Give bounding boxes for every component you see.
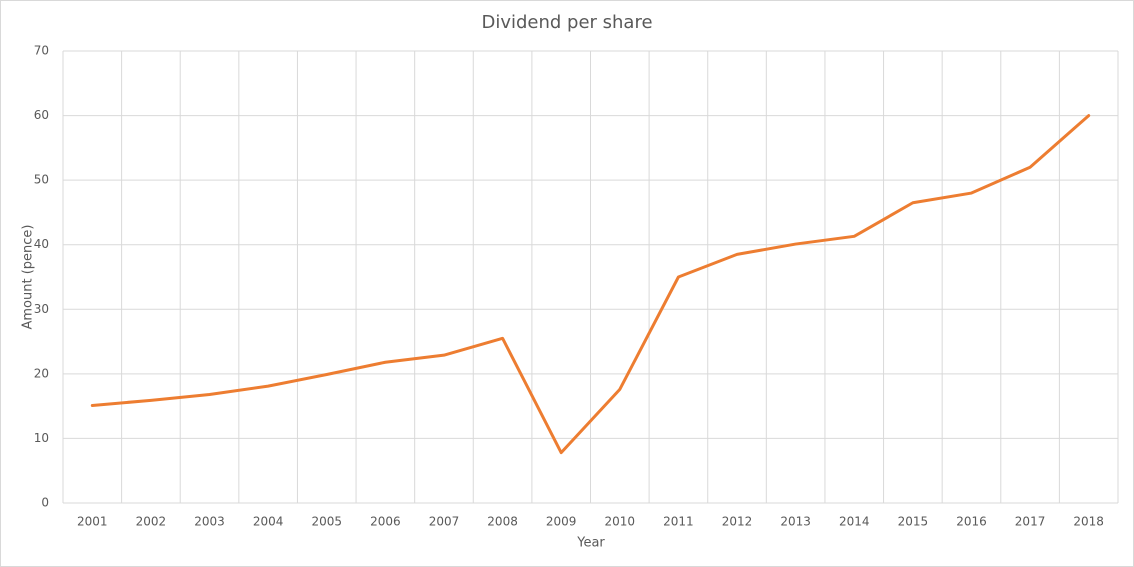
x-tick-label: 2005 bbox=[311, 515, 342, 529]
y-tick-label: 40 bbox=[34, 237, 49, 251]
x-tick-label: 2008 bbox=[487, 515, 518, 529]
x-tick-label: 2013 bbox=[780, 515, 811, 529]
x-tick-label: 2010 bbox=[605, 515, 636, 529]
y-tick-label: 60 bbox=[34, 108, 49, 122]
x-tick-label: 2018 bbox=[1073, 515, 1104, 529]
x-tick-label: 2002 bbox=[136, 515, 167, 529]
y-tick-label: 20 bbox=[34, 366, 49, 380]
x-tick-label: 2004 bbox=[253, 515, 284, 529]
x-tick-label: 2015 bbox=[898, 515, 929, 529]
x-tick-label: 2007 bbox=[429, 515, 460, 529]
x-tick-label: 2012 bbox=[722, 515, 753, 529]
x-tick-label: 2003 bbox=[194, 515, 225, 529]
x-tick-label: 2014 bbox=[839, 515, 870, 529]
y-tick-label: 70 bbox=[34, 44, 49, 58]
x-tick-label: 2017 bbox=[1015, 515, 1046, 529]
x-tick-label: 2006 bbox=[370, 515, 401, 529]
y-tick-label: 50 bbox=[34, 173, 49, 187]
chart-title: Dividend per share bbox=[481, 12, 652, 33]
x-tick-label: 2016 bbox=[956, 515, 987, 529]
x-tick-label: 2011 bbox=[663, 515, 694, 529]
y-tick-label: 10 bbox=[34, 431, 49, 445]
x-tick-label: 2001 bbox=[77, 515, 108, 529]
data-line bbox=[90, 114, 1091, 455]
y-tick-label: 0 bbox=[41, 496, 49, 510]
y-tick-label: 30 bbox=[34, 302, 49, 316]
x-tick-label: 2009 bbox=[546, 515, 577, 529]
x-axis-title: Year bbox=[576, 536, 605, 551]
y-axis-title: Amount (pence) bbox=[21, 225, 36, 330]
